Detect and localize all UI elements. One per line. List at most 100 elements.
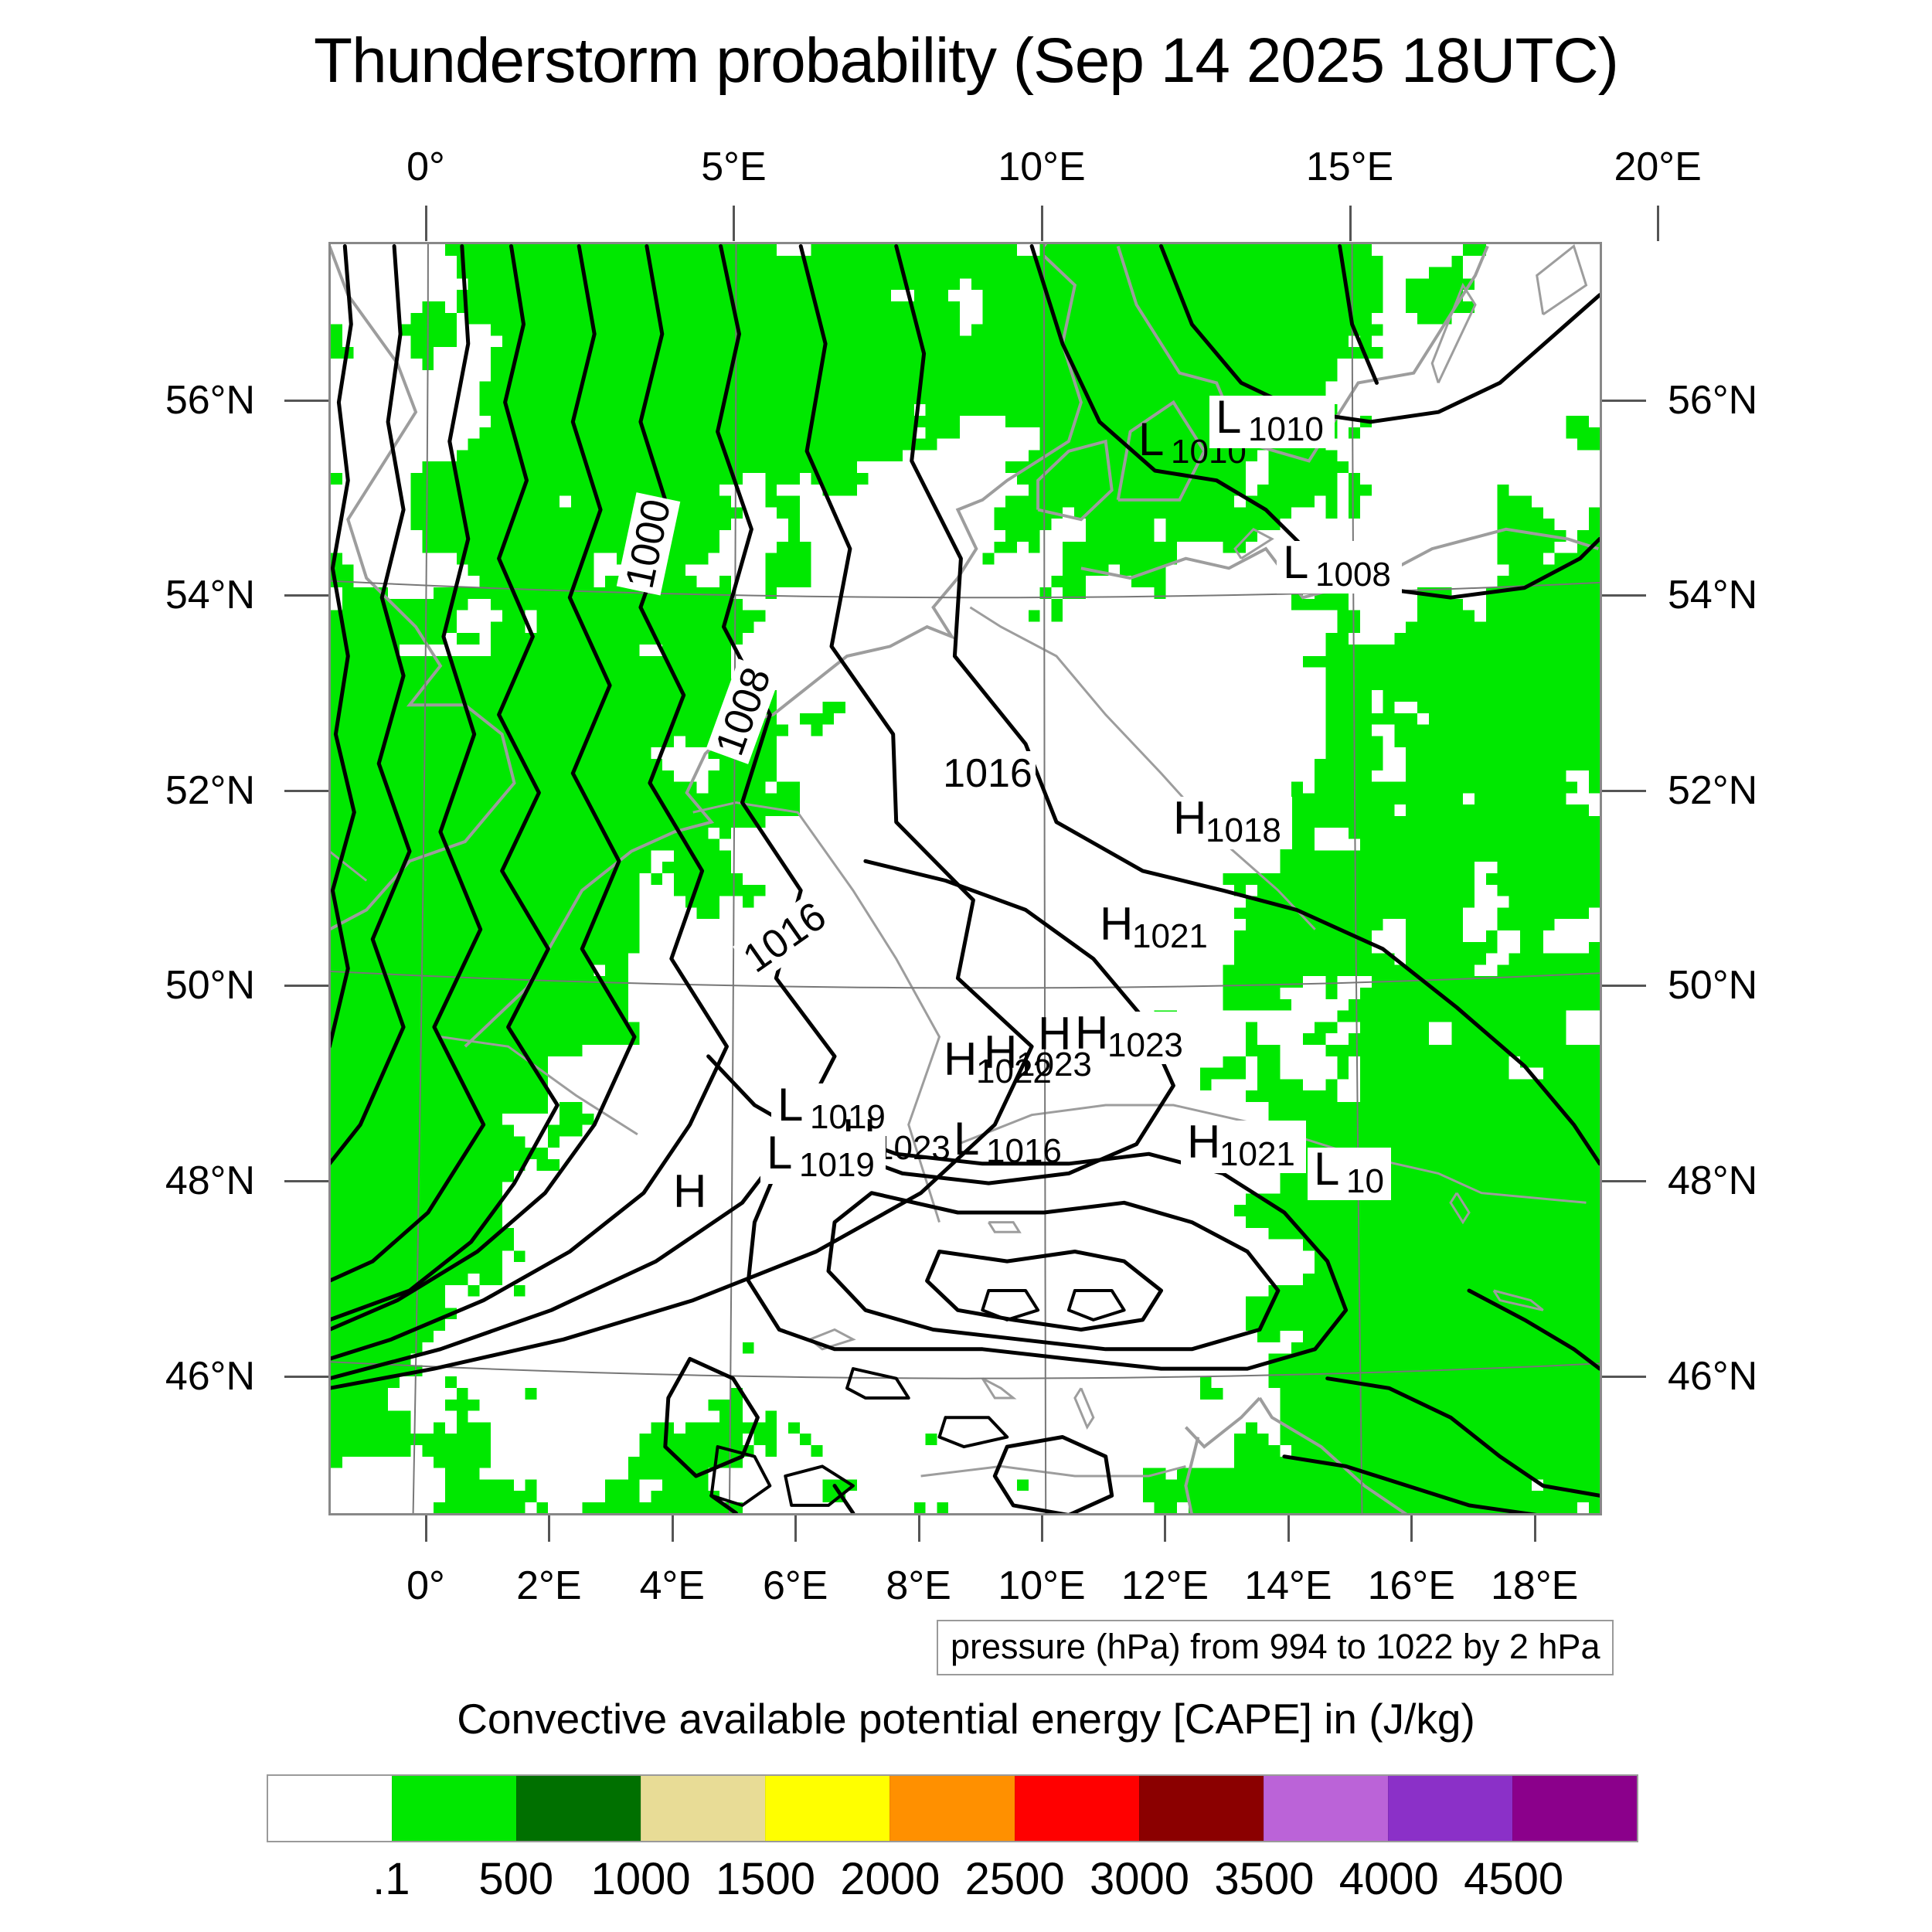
colorbar-segment[interactable] <box>1014 1776 1139 1841</box>
left-tick-mark <box>284 1375 328 1378</box>
coastline <box>981 1377 1017 1400</box>
colorbar[interactable] <box>267 1774 1638 1842</box>
bottom-tick-label: 12°E <box>1121 1563 1209 1608</box>
top-tick-label: 0° <box>406 145 445 189</box>
colorbar-segment[interactable] <box>889 1776 1015 1841</box>
pressure-center-value: 1010 <box>1248 410 1324 448</box>
isobar <box>1066 1289 1126 1321</box>
coastline <box>809 1328 856 1351</box>
top-tick-label: 5°E <box>701 145 767 189</box>
bottom-tick-label: 2°E <box>516 1563 582 1608</box>
colorbar-tick-label: 3500 <box>1214 1854 1315 1904</box>
isobar <box>331 244 560 1321</box>
colorbar-tick-labels: .1 500 1000 1500 2000 2500 3000 3500 4000 4500 <box>267 1853 1638 1907</box>
colorbar-segment[interactable] <box>516 1776 641 1841</box>
bottom-tick-label: 8°E <box>886 1563 951 1608</box>
pressure-center-low: L 1010 <box>1209 391 1335 448</box>
colorbar-segment[interactable] <box>392 1776 517 1841</box>
isobar <box>709 1445 772 1507</box>
pressure-label-backdrop <box>760 1131 886 1184</box>
left-tick-label: 54°N <box>165 573 255 618</box>
colorbar-segment[interactable] <box>641 1776 766 1841</box>
pressure-center-letter: L <box>1314 1143 1339 1195</box>
bottom-tick-mark <box>1164 1515 1167 1542</box>
coastline <box>1184 1396 1261 1449</box>
colorbar-segment[interactable] <box>1512 1776 1638 1841</box>
colorbar-tick-label: 1500 <box>715 1854 815 1904</box>
coastline <box>1258 1396 1408 1513</box>
graticule-layer <box>331 244 1600 1513</box>
right-tick-label: 48°N <box>1668 1158 1758 1204</box>
top-tick-label: 10°E <box>998 145 1086 189</box>
coastline <box>988 1221 1022 1233</box>
pressure-center-letter: H <box>1187 1116 1220 1168</box>
bottom-tick-mark <box>1287 1515 1290 1542</box>
coastline <box>1080 527 1600 600</box>
page-title: Thunderstorm probability (Sep 14 2025 18… <box>314 26 1619 96</box>
pressure-range-note: pressure (hPa) from 994 to 1022 by 2 hPa <box>937 1620 1614 1675</box>
pressure-center-letter: H <box>673 1165 706 1217</box>
colorbar-segment[interactable] <box>1263 1776 1388 1841</box>
right-tick-mark <box>1602 594 1646 597</box>
right-tick-mark <box>1602 985 1646 988</box>
left-tick-mark <box>284 594 328 597</box>
left-tick-label: 48°N <box>165 1158 255 1204</box>
colorbar-segment[interactable] <box>1387 1776 1512 1841</box>
isobar <box>826 1191 1281 1352</box>
left-tick-mark <box>284 789 328 792</box>
colorbar-segment[interactable] <box>765 1776 890 1841</box>
coastline <box>920 1464 1186 1478</box>
pressure-center-letter: L <box>954 1113 979 1165</box>
isobar <box>331 244 1034 1390</box>
map-plot-area[interactable]: 1000 1008 1016 1016 L 1010 L 1010 L 1008 H 1018 H 10… <box>328 242 1602 1515</box>
pressure-label-backdrop <box>771 1083 896 1136</box>
coastline <box>1184 1437 1200 1513</box>
right-tick-mark <box>1602 399 1646 402</box>
coastline <box>969 606 1316 930</box>
coastline <box>1116 400 1206 502</box>
graticule-line <box>331 1361 1600 1379</box>
pressure-center-value: 10 <box>1346 1162 1384 1200</box>
coastline <box>464 254 1083 1048</box>
colorbar-segment[interactable] <box>268 1776 393 1841</box>
coastline <box>1449 1192 1471 1225</box>
isobar <box>331 244 356 1049</box>
graticule-line <box>1043 244 1047 1513</box>
isobar <box>1338 244 1379 385</box>
left-tick-mark <box>284 985 328 988</box>
pressure-center-letter: H <box>944 1033 977 1085</box>
top-tick-label: 15°E <box>1305 145 1394 189</box>
pressure-center-letter: H <box>984 1026 1017 1078</box>
isobar <box>894 244 1600 1166</box>
pressure-center-letter: H <box>1038 1008 1071 1060</box>
colorbar-tick-label: 1000 <box>590 1854 691 1904</box>
right-tick-label: 54°N <box>1668 573 1758 618</box>
isobar <box>331 244 637 1332</box>
graticule-line <box>728 244 737 1513</box>
colorbar-tick-label: 2500 <box>964 1854 1065 1904</box>
pressure-center-letter: L <box>1283 536 1308 588</box>
coastline <box>331 850 368 882</box>
colorbar-tick-label: .1 <box>372 1854 410 1904</box>
bottom-tick-mark <box>548 1515 551 1542</box>
top-tick-mark <box>424 206 427 241</box>
top-tick-label: 20°E <box>1614 145 1702 189</box>
right-tick-label: 46°N <box>1668 1353 1758 1399</box>
isobar <box>1325 1376 1600 1498</box>
isobar <box>845 1367 910 1400</box>
colorbar-tick-label: 500 <box>478 1854 554 1904</box>
coastline <box>440 1036 638 1136</box>
contour-label-backdrop <box>733 891 837 984</box>
isobar <box>1159 244 1600 424</box>
pressure-center-value: 1021 <box>1132 917 1208 955</box>
colorbar-tick-label: 4500 <box>1464 1854 1564 1904</box>
pressure-label-backdrop <box>1167 797 1292 849</box>
pressure-center-letter: H <box>1100 898 1133 950</box>
right-tick-mark <box>1602 1375 1646 1378</box>
pressure-center-letter: H <box>1075 1007 1108 1059</box>
right-tick-label: 56°N <box>1668 377 1758 423</box>
colorbar-segment[interactable] <box>1138 1776 1264 1841</box>
